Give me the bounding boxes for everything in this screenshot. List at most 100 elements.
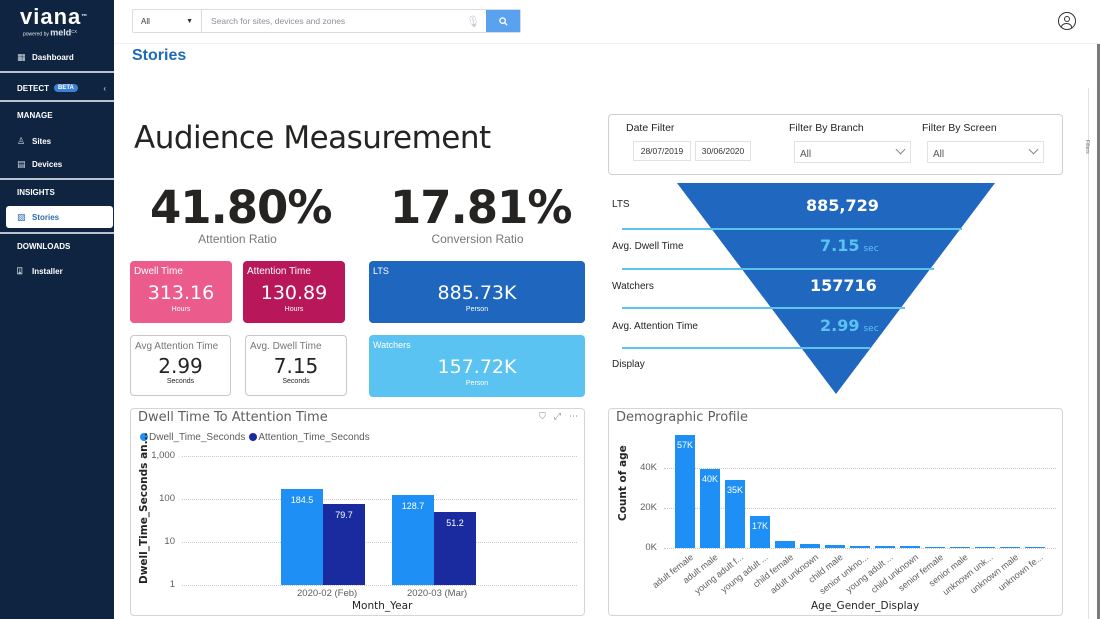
bar-value-label: 35K bbox=[726, 485, 743, 495]
funnel-chart: LTS Avg. Dwell Time Watchers Avg. Attent… bbox=[606, 182, 1026, 397]
branch-filter-value: All bbox=[800, 148, 812, 160]
sidebar: viana™ powered by meldCX ▦ Dashboard DET… bbox=[0, 0, 114, 619]
sidebar-item-sites[interactable]: ♙ Sites bbox=[0, 130, 114, 152]
funnel-value-avg-attention: 2.99 sec bbox=[820, 316, 879, 335]
bar-young-adult-female[interactable]: 35K bbox=[725, 480, 745, 548]
branch-filter-select[interactable]: All bbox=[794, 141, 911, 163]
sidebar-item-installer[interactable]: ⍗ Installer bbox=[0, 260, 114, 282]
card-unit: Person bbox=[465, 306, 489, 313]
card-title: Watchers bbox=[373, 340, 411, 350]
card-title: Avg Attention Time bbox=[135, 341, 219, 352]
date-from-input[interactable]: 28/07/2019 bbox=[633, 141, 691, 161]
beta-badge: BETA bbox=[54, 84, 78, 92]
bar-young-adult-unknown[interactable] bbox=[875, 546, 895, 548]
topbar: All ▼ 🎙︎ bbox=[114, 0, 1100, 44]
page-scrollbar[interactable] bbox=[1097, 44, 1100, 619]
bar-child-female[interactable] bbox=[775, 541, 795, 548]
sidebar-item-devices[interactable]: ▤ Devices bbox=[0, 153, 114, 175]
branch-filter-label: Filter By Branch bbox=[789, 122, 864, 134]
funnel-value: 2.99 bbox=[820, 316, 860, 335]
funnel-value-avg-dwell: 7.15 sec bbox=[820, 236, 879, 255]
bar-adult-male[interactable]: 40K bbox=[700, 469, 720, 548]
stories-icon: ▧ bbox=[17, 212, 26, 222]
chevron-left-icon[interactable]: ‹ bbox=[103, 83, 106, 93]
bar-senior-female[interactable] bbox=[925, 546, 945, 548]
date-filter-label: Date Filter bbox=[626, 122, 675, 134]
bar-value-label: 17K bbox=[751, 521, 768, 531]
sidebar-item-label: Installer bbox=[32, 266, 63, 276]
filter-icon[interactable]: ⛉ bbox=[539, 411, 546, 421]
card-value: 157.72K bbox=[437, 356, 517, 378]
chart-demographic-profile[interactable]: Demographic Profile Count of age 40K 20K… bbox=[608, 408, 1063, 616]
viana-logo[interactable]: viana™ powered by meldCX bbox=[20, 6, 100, 38]
bar-unknown-female[interactable] bbox=[1025, 546, 1045, 548]
bar-dwell-feb[interactable]: 184.5 bbox=[281, 489, 323, 585]
funnel-row-label: Display bbox=[612, 359, 645, 370]
sidebar-item-label: Devices bbox=[32, 159, 63, 169]
sidebar-item-label: Sites bbox=[32, 136, 52, 146]
bar-senior-male[interactable] bbox=[950, 546, 970, 548]
gridline bbox=[182, 585, 577, 586]
card-dwell-time: Dwell Time 313.16 Hours bbox=[130, 261, 232, 323]
funnel-divider bbox=[622, 347, 870, 349]
funnel-unit: sec bbox=[863, 324, 879, 334]
gridline bbox=[664, 508, 1056, 509]
bar-child-male[interactable] bbox=[825, 545, 845, 548]
kpi-value: 17.81% bbox=[390, 181, 572, 234]
bar-adult-unknown[interactable] bbox=[800, 544, 820, 548]
bar-attention-feb[interactable]: 79.7 bbox=[323, 504, 365, 585]
gridline bbox=[664, 548, 1056, 549]
date-to-input[interactable]: 30/06/2020 bbox=[695, 141, 751, 161]
microphone-icon[interactable]: 🎙︎ bbox=[466, 15, 480, 28]
kpi-attention-ratio: 41.80% Attention Ratio bbox=[150, 181, 332, 247]
bar-value-label: 128.7 bbox=[401, 501, 425, 511]
filters-pane-collapsed[interactable] bbox=[1088, 88, 1097, 619]
funnel-row-label: Watchers bbox=[612, 281, 654, 292]
more-options-icon[interactable]: ⋯ bbox=[569, 411, 578, 421]
sidebar-item-label: DETECT bbox=[17, 83, 49, 93]
search-scope-select[interactable]: All ▼ bbox=[133, 10, 202, 32]
funnel-divider bbox=[622, 228, 962, 230]
funnel-value-lts: 885,729 bbox=[806, 196, 879, 215]
bar-adult-female[interactable]: 57K bbox=[675, 435, 695, 548]
bar-child-unknown[interactable] bbox=[900, 546, 920, 548]
legend-item-dwell[interactable]: Dwell_Time_Seconds bbox=[140, 432, 245, 443]
sites-icon: ♙ bbox=[17, 136, 26, 146]
search-button[interactable] bbox=[486, 10, 520, 32]
sidebar-item-dashboard[interactable]: ▦ Dashboard bbox=[0, 46, 114, 68]
legend-item-attention[interactable]: Attention_Time_Seconds bbox=[249, 432, 370, 443]
sidebar-item-detect[interactable]: DETECT BETA ‹ bbox=[0, 78, 114, 98]
section-label: MANAGE bbox=[17, 110, 53, 120]
dashboard-icon: ▦ bbox=[17, 52, 26, 62]
bar-unknown-unknown[interactable] bbox=[975, 546, 995, 548]
y-tick: 0K bbox=[645, 542, 657, 553]
sidebar-item-stories[interactable]: ▧ Stories bbox=[6, 206, 113, 228]
report-title: Audience Measurement bbox=[134, 120, 491, 156]
kpi-conversion-ratio: 17.81% Conversion Ratio bbox=[390, 181, 572, 247]
kpi-value: 41.80% bbox=[150, 181, 332, 234]
bar-value-label: 51.2 bbox=[446, 518, 464, 528]
y-tick: 20K bbox=[640, 502, 657, 513]
bar-value-label: 57K bbox=[676, 440, 693, 450]
search-input[interactable] bbox=[202, 10, 464, 32]
bar-unknown-male[interactable] bbox=[1000, 546, 1020, 548]
chart-dwell-vs-attention[interactable]: Dwell Time To Attention Time ⛉ ⤢ ⋯ Dwell… bbox=[130, 408, 585, 616]
bar-senior-unknown[interactable] bbox=[850, 546, 870, 548]
funnel-divider bbox=[622, 268, 934, 270]
user-account-icon[interactable] bbox=[1058, 12, 1076, 30]
legend-dot-icon bbox=[249, 433, 258, 441]
bar-dwell-mar[interactable]: 128.7 bbox=[392, 495, 434, 585]
logo-powered-by: powered by bbox=[23, 31, 49, 38]
filters-pane-label[interactable]: Filters bbox=[1084, 140, 1090, 154]
card-unit: Hours bbox=[284, 306, 304, 313]
bar-attention-mar[interactable]: 51.2 bbox=[434, 512, 476, 585]
funnel-value: 7.15 bbox=[820, 236, 860, 255]
devices-icon: ▤ bbox=[17, 159, 26, 169]
sidebar-item-label: Stories bbox=[32, 212, 60, 222]
screen-filter-label: Filter By Screen bbox=[922, 122, 997, 134]
focus-mode-icon[interactable]: ⤢ bbox=[553, 411, 561, 421]
screen-filter-select[interactable]: All bbox=[927, 141, 1044, 163]
funnel-row-label: Avg. Dwell Time bbox=[612, 241, 684, 252]
bar-young-adult-male[interactable]: 17K bbox=[750, 516, 770, 548]
logo-partner-suffix: CX bbox=[71, 29, 78, 34]
